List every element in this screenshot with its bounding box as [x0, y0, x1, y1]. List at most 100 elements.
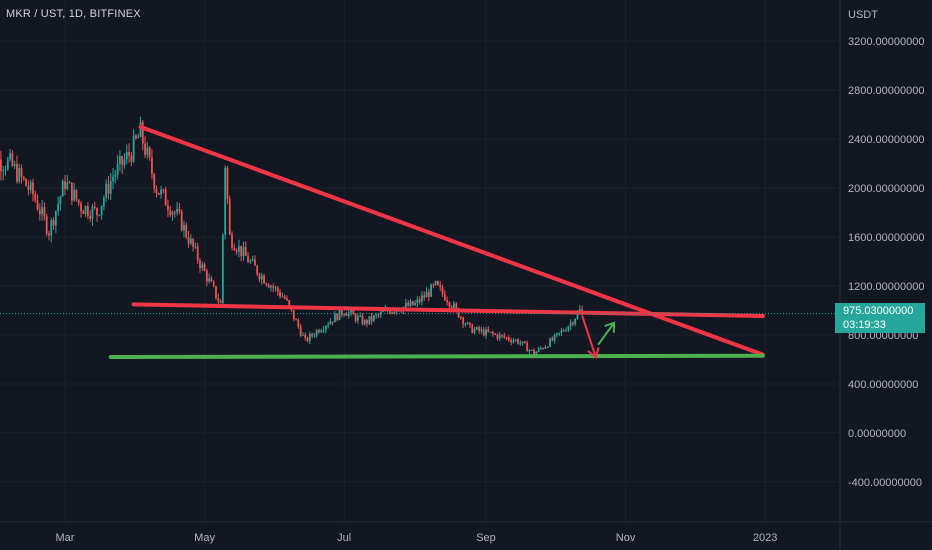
candle-body — [25, 178, 28, 187]
y-tick-label: 2000.00000000 — [848, 183, 924, 195]
candle-body — [22, 176, 25, 179]
candle-body — [370, 316, 373, 321]
candle-body — [311, 333, 314, 336]
candle-body — [148, 147, 151, 158]
candle-body — [414, 302, 416, 306]
price-unit-label: USDT — [848, 9, 878, 21]
candle-body — [205, 270, 208, 282]
candle-body — [171, 212, 174, 216]
candle-body — [180, 211, 183, 231]
candle-body — [283, 296, 286, 299]
candle-body — [498, 334, 501, 339]
candle-body — [464, 324, 467, 326]
arrow-shaft[interactable] — [597, 322, 615, 346]
candle-body — [578, 309, 581, 313]
x-tick-label: Sep — [476, 532, 496, 544]
candle-body — [187, 236, 190, 244]
candle-body — [514, 339, 517, 341]
candle-body — [96, 207, 98, 216]
candle-body — [139, 122, 142, 137]
candle-body — [510, 340, 513, 343]
x-tick-label: 2023 — [753, 532, 777, 544]
candle-body — [308, 333, 311, 342]
candle-body — [393, 312, 396, 314]
y-tick-label: 400.00000000 — [848, 379, 918, 391]
candle-body — [151, 157, 153, 175]
candle-body — [546, 346, 549, 348]
candle-body — [164, 189, 167, 206]
candle-body — [501, 334, 503, 336]
candle-body — [258, 274, 261, 280]
candle-body — [503, 335, 506, 338]
candle-body — [132, 135, 135, 162]
candle-body — [466, 322, 469, 325]
candle-body — [16, 164, 18, 182]
y-tick-label: 0.00000000 — [848, 428, 906, 440]
candle-body — [50, 219, 53, 236]
candle-body — [400, 311, 403, 313]
candle-body — [576, 312, 579, 319]
candle-body — [388, 310, 391, 314]
candle-body — [6, 159, 9, 170]
candle-body — [322, 329, 325, 331]
candle-body — [4, 169, 7, 171]
arrow-head[interactable] — [587, 347, 600, 359]
candle-body — [361, 315, 364, 325]
candle-body — [91, 206, 94, 219]
candle-body — [432, 284, 435, 286]
candle-body — [569, 322, 572, 327]
candle-body — [352, 310, 355, 315]
candle-body — [121, 156, 124, 165]
candle-body — [100, 205, 103, 215]
candle-body — [114, 174, 117, 177]
symbol-title[interactable]: MKR / UST, 1D, BITFINEX — [6, 8, 141, 20]
candle-body — [439, 285, 442, 288]
price-scale[interactable] — [840, 0, 932, 550]
candles-group — [0, 116, 583, 357]
trendline[interactable] — [108, 353, 765, 360]
candle-body — [306, 337, 309, 342]
candle-body — [160, 189, 162, 195]
candle-body — [260, 275, 263, 280]
candle-body — [366, 320, 368, 324]
candle-body — [201, 264, 204, 268]
candle-body — [267, 284, 270, 288]
candle-body — [82, 211, 85, 214]
x-tick-label: May — [194, 532, 215, 544]
candle-body — [423, 295, 426, 298]
candle-body — [441, 287, 444, 294]
candle-body — [272, 285, 275, 288]
arrow-shaft[interactable] — [581, 315, 597, 358]
candle-body — [112, 176, 114, 182]
candle-body — [281, 296, 284, 298]
candle-body — [210, 278, 213, 282]
candle-body — [482, 329, 485, 336]
candle-body — [263, 275, 265, 284]
trendline[interactable] — [138, 124, 765, 357]
candle-body — [141, 122, 144, 144]
candle-body — [105, 183, 108, 199]
candle-body — [169, 210, 172, 216]
arrow-head[interactable] — [604, 321, 616, 333]
candle-body — [73, 189, 76, 201]
candle-body — [77, 199, 80, 204]
candle-body — [409, 301, 412, 306]
candle-body — [93, 206, 96, 208]
candle-body — [377, 314, 380, 316]
candle-body — [528, 350, 531, 352]
candle-body — [228, 199, 231, 235]
candle-body — [574, 318, 577, 325]
candle-body — [572, 322, 574, 325]
candle-body — [448, 302, 451, 307]
candle-body — [153, 174, 156, 189]
candle-body — [347, 312, 350, 316]
trendline[interactable] — [131, 302, 765, 319]
candle-body — [194, 246, 197, 248]
candle-body — [549, 338, 551, 347]
candle-body — [247, 255, 249, 263]
price-axis[interactable]: 3200.00000000 2800.00000000 2400.00000000 2… — [848, 36, 924, 489]
candle-body — [185, 224, 188, 237]
candle-body — [553, 334, 556, 341]
